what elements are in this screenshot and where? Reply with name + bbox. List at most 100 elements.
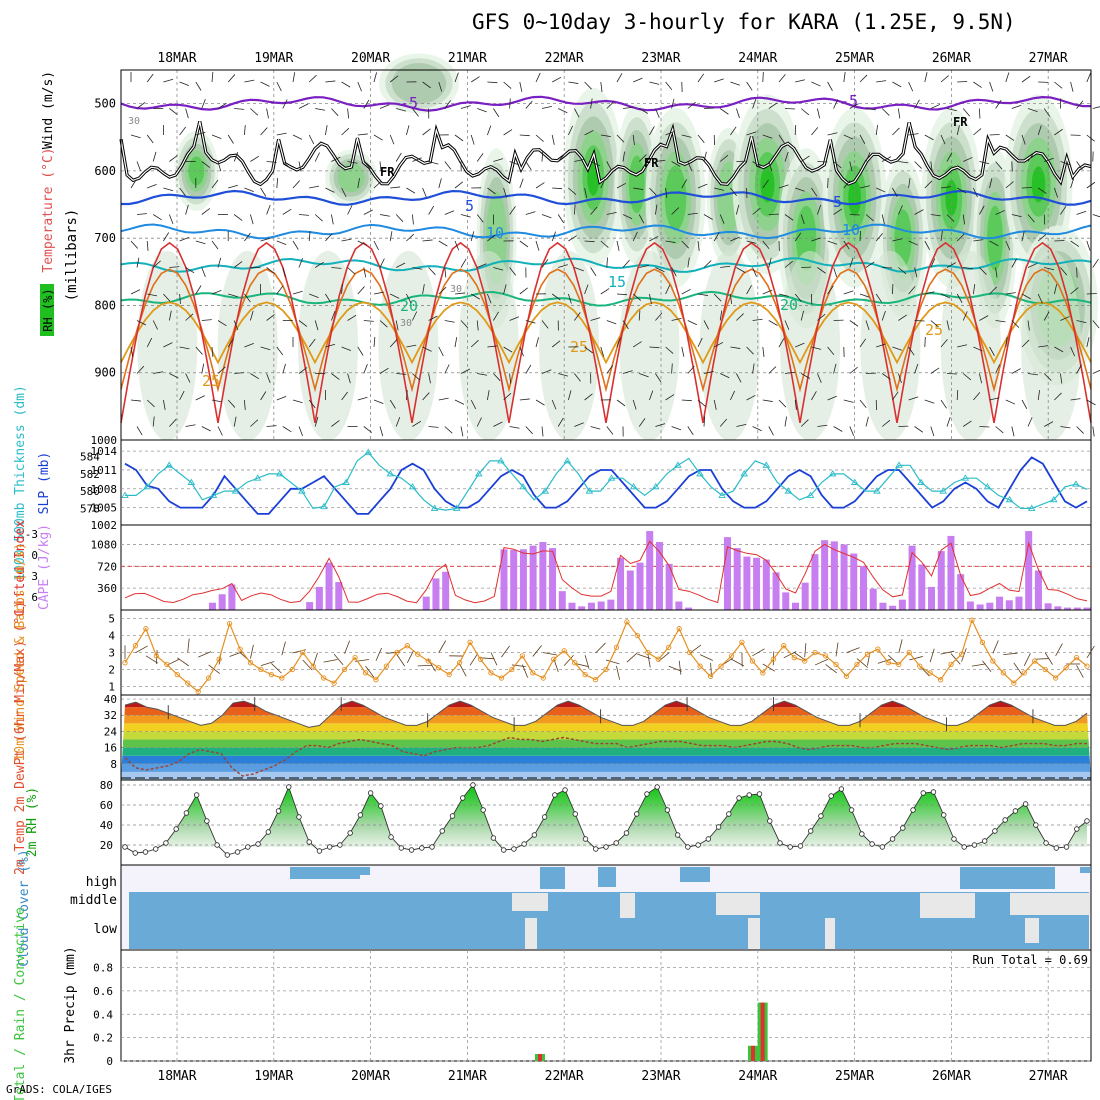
wind-speed-point: [310, 663, 316, 669]
rh-point: [296, 814, 302, 820]
wind-speed-point: [488, 670, 494, 676]
wind-barb: [811, 346, 822, 350]
wind-barb: [898, 267, 907, 275]
wind-barb: [665, 187, 668, 198]
cape-bar: [549, 548, 557, 610]
cloud-gap-2: [620, 893, 635, 918]
wind-barb: [363, 426, 373, 433]
wind-barb: [1005, 240, 1011, 251]
wind-barb: [681, 346, 685, 357]
wind-barb: [940, 293, 951, 299]
rh-point: [746, 792, 752, 798]
isotherm-label-1: -5: [840, 92, 858, 110]
wind-barb: [487, 234, 496, 242]
wind-barb: [730, 236, 740, 242]
wind-barb: [438, 286, 447, 295]
wind-barb: [784, 151, 789, 162]
wind-speed-point: [530, 670, 536, 676]
grads-credit: GrADS: COLA/IGES: [6, 1083, 112, 1096]
wind-barb: [898, 161, 909, 164]
wind-barb: [357, 240, 367, 246]
thickness-tick-label: 584: [80, 451, 100, 464]
wind-barb: [477, 263, 487, 268]
wind-speed-point: [885, 660, 891, 666]
wind-barb: [746, 240, 757, 244]
date-label-top: 18MAR: [157, 51, 196, 66]
wind-barb: [671, 161, 681, 167]
rh-contour-14-5: [1031, 166, 1046, 203]
wind-barb: [1027, 417, 1033, 427]
wind-barb: [422, 284, 425, 295]
thickness-point: [895, 461, 903, 468]
cape-bar: [325, 562, 333, 610]
wind-barb: [1021, 231, 1025, 242]
wind-barb: [697, 293, 708, 296]
wind-barb: [940, 186, 951, 189]
wind-barb: [147, 293, 158, 297]
wind-barb: [412, 311, 418, 321]
wind-barb: [898, 205, 903, 215]
wind-speed-point: [561, 648, 567, 654]
wind-speed-point: [373, 677, 379, 683]
li-tick-label: 3: [31, 570, 38, 583]
wind-barb: [201, 363, 205, 374]
wind-barb: [957, 344, 968, 348]
wind-barb: [714, 187, 724, 191]
wind-barb: [201, 161, 211, 168]
date-label-top: 27MAR: [1029, 51, 1068, 66]
wind-barb: [736, 313, 744, 321]
wind-barb: [379, 104, 390, 109]
wind-barb: [730, 390, 735, 401]
rh-point: [961, 844, 967, 850]
thickness-point: [342, 478, 350, 485]
wind-barb: [843, 134, 854, 140]
wind-barb: [276, 132, 287, 136]
lifted-index-line: [124, 540, 1088, 604]
wind-barb-10m: [950, 653, 961, 665]
rh-point: [715, 824, 722, 830]
wind-speed-point: [864, 651, 871, 657]
rh-point: [848, 807, 855, 813]
wind-barb: [768, 320, 778, 326]
wind-barb: [632, 341, 642, 348]
wind-barb: [989, 134, 1000, 136]
cape-bar: [1064, 607, 1072, 610]
cape-bar: [860, 566, 868, 610]
wind-barb: [396, 373, 407, 375]
wind-barb: [1070, 240, 1080, 247]
rh-point: [521, 841, 527, 847]
wind-barb: [639, 265, 650, 268]
wind-barb: [146, 73, 154, 83]
wind-barb: [315, 108, 326, 111]
wind-barb: [616, 337, 621, 348]
wind-barb: [762, 240, 770, 250]
wind-barb: [633, 77, 643, 83]
cape-bar: [519, 549, 527, 610]
wind-barb: [493, 108, 500, 118]
wind-speed-point: [822, 653, 829, 659]
wind-barb: [778, 338, 785, 348]
wind-barb: [817, 161, 828, 163]
wind-barb: [519, 81, 523, 92]
rh-point: [593, 846, 599, 852]
temp-line: [124, 700, 1088, 728]
wind-barb: [233, 152, 239, 162]
cape-bar: [957, 574, 965, 610]
wind-barb-10m: [804, 643, 807, 658]
wind-barb: [600, 178, 606, 189]
thickness-point: [143, 482, 151, 490]
wind-barb-10m: [605, 659, 620, 665]
wind-barb: [817, 313, 826, 321]
wind-barb: [714, 341, 724, 348]
wind-barb: [282, 208, 292, 215]
cape-bar: [218, 594, 226, 610]
wind-barb: [476, 214, 484, 223]
wind-speed-point: [1032, 658, 1038, 664]
wind-barb: [454, 337, 458, 348]
wind-speed-point: [854, 661, 860, 668]
cape-bar: [918, 564, 926, 610]
wind-barb: [713, 293, 722, 302]
wind-barb: [752, 318, 763, 321]
wind-barb: [152, 151, 157, 162]
wind-barb: [1086, 72, 1092, 83]
